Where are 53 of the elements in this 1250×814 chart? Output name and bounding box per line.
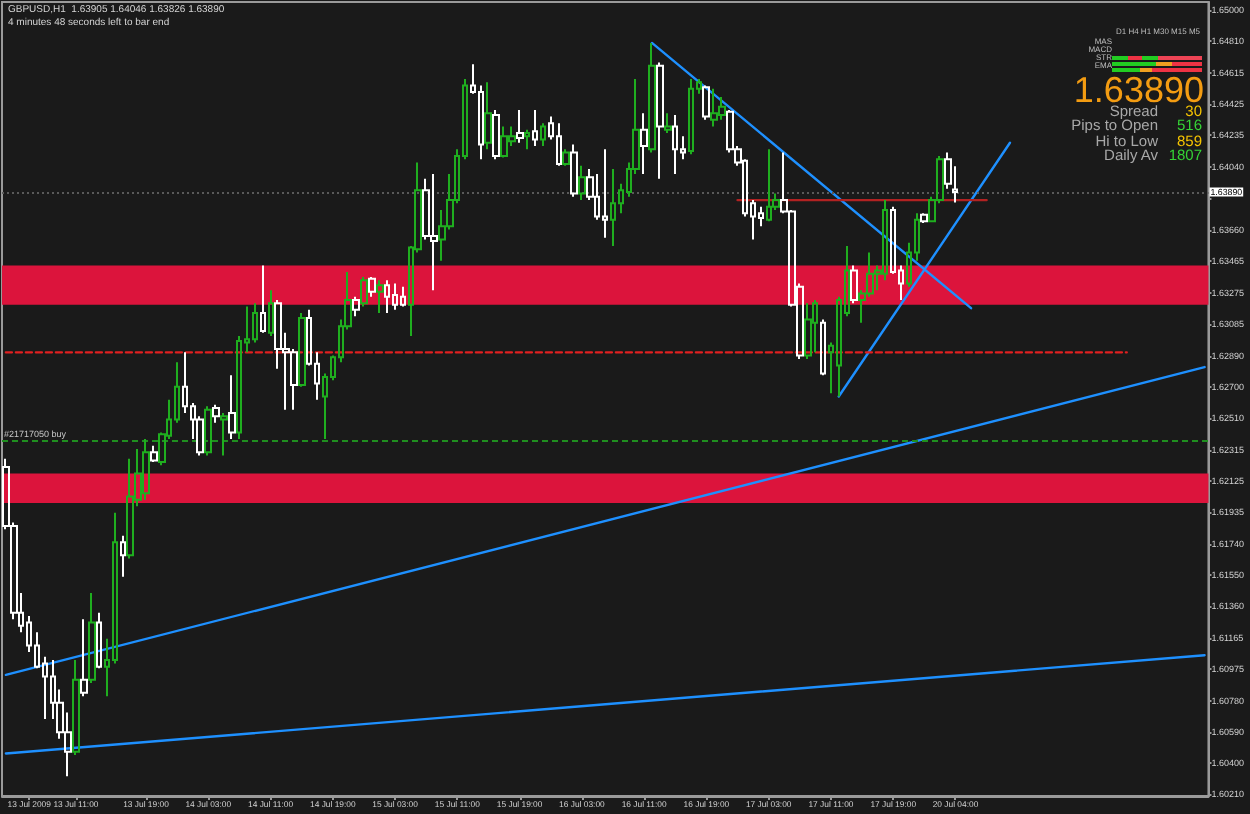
candlestick	[640, 112, 648, 175]
candlestick	[392, 282, 398, 311]
candlestick	[578, 164, 586, 202]
candlestick	[804, 302, 812, 360]
candlestick	[96, 611, 102, 670]
candlestick	[920, 212, 928, 225]
candlestick	[882, 199, 888, 282]
candlestick	[718, 95, 726, 121]
candlestick	[80, 618, 88, 698]
candlestick	[570, 143, 578, 198]
candlestick	[204, 405, 212, 457]
candlestick	[212, 403, 220, 424]
candlestick	[492, 109, 500, 161]
candlestick	[88, 592, 96, 685]
candlestick	[850, 264, 858, 305]
candlestick	[384, 279, 390, 315]
candlestick	[268, 289, 274, 337]
candlestick	[556, 122, 562, 167]
candlestick	[710, 87, 718, 128]
candlestick	[228, 374, 236, 441]
candlestick	[500, 125, 508, 159]
candlestick	[812, 298, 818, 354]
candlestick	[672, 113, 678, 175]
candlestick	[524, 128, 530, 151]
candlestick	[702, 84, 710, 121]
candlestick	[540, 122, 546, 148]
candlestick	[400, 285, 406, 308]
candlestick	[820, 318, 826, 377]
candlestick	[688, 77, 694, 156]
candlestick	[352, 295, 360, 318]
candlestick	[360, 276, 368, 308]
candlestick	[72, 659, 80, 757]
candlestick	[142, 438, 150, 501]
candlestick	[602, 148, 608, 239]
candlestick	[260, 264, 266, 334]
candlestick	[484, 81, 492, 151]
candlestick	[150, 444, 158, 464]
candlestick	[126, 457, 134, 560]
candlestick	[252, 302, 258, 344]
candlestick	[298, 312, 306, 388]
candlestick	[656, 61, 664, 180]
candlestick	[766, 148, 772, 223]
candlestick	[376, 279, 384, 315]
candlestick	[562, 148, 570, 167]
candlestick	[664, 112, 672, 134]
candlestick	[430, 172, 438, 292]
candlestick	[516, 109, 524, 144]
candlestick	[648, 41, 656, 154]
candlestick	[120, 534, 126, 578]
candlestick	[532, 109, 538, 148]
candlestick	[610, 167, 616, 247]
candlestick	[368, 276, 376, 298]
candlestick	[220, 411, 228, 457]
